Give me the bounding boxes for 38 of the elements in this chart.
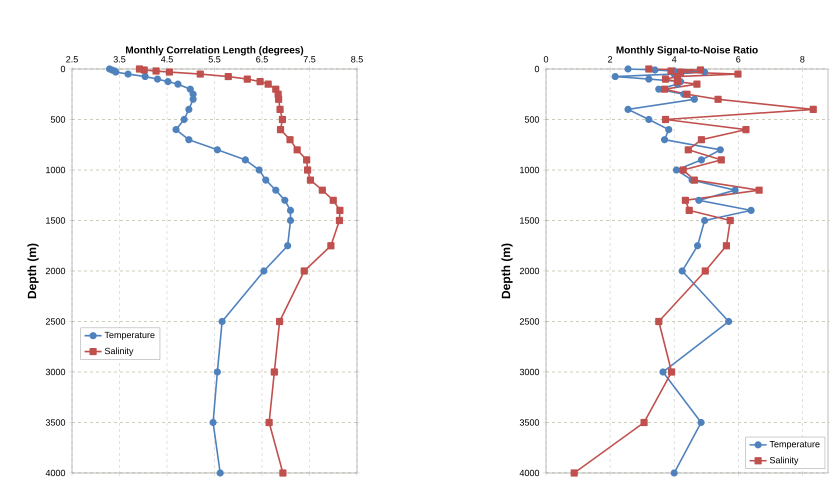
x-tick-label: 6.5 <box>256 56 268 62</box>
legend-label: Salinity <box>770 456 798 466</box>
y-tick-label: 1000 <box>46 166 66 174</box>
chart-title: Monthly Correlation Length (degrees) <box>126 46 304 56</box>
chart-title: Monthly Signal-to-Noise Ratio <box>616 46 758 56</box>
x-tick-label: 4.5 <box>160 56 173 62</box>
y-tick-label: 3500 <box>520 419 540 426</box>
y-tick-label: 0 <box>534 66 540 72</box>
x-tick-label: 2.5 <box>66 56 78 62</box>
y-tick-label: 2500 <box>46 318 66 325</box>
y-tick-label: 4000 <box>46 470 66 476</box>
y-tick-label: 1500 <box>46 217 66 224</box>
y-tick-label: 2500 <box>520 318 540 325</box>
legend-label: Temperature <box>770 441 820 450</box>
y-tick-label: 4000 <box>520 470 540 476</box>
x-tick-label: 7.5 <box>304 56 316 62</box>
x-tick-label: 0 <box>544 56 548 62</box>
x-tick-label: 8.5 <box>351 56 363 62</box>
legend-label: Temperature <box>104 332 155 340</box>
y-tick-label: 2000 <box>520 268 540 274</box>
x-tick-label: 3.5 <box>114 56 126 62</box>
y-tick-label: 0 <box>60 66 66 72</box>
y-tick-label: 2000 <box>46 268 66 274</box>
y-tick-label: 500 <box>524 116 540 123</box>
x-tick-label: 8 <box>800 56 804 62</box>
y-axis-title: Depth (m) <box>27 244 39 298</box>
y-tick-label: 3000 <box>46 368 66 376</box>
y-tick-label: 500 <box>50 116 66 123</box>
y-axis-title: Depth (m) <box>501 244 513 298</box>
y-tick-label: 1000 <box>520 166 540 174</box>
x-tick-label: 5.5 <box>208 56 220 62</box>
x-tick-label: 6 <box>736 56 740 62</box>
legend-label: Salinity <box>104 348 134 356</box>
x-tick-label: 2 <box>608 56 612 62</box>
y-tick-label: 3500 <box>46 419 66 426</box>
y-tick-label: 3000 <box>520 368 540 376</box>
y-tick-label: 1500 <box>520 217 540 224</box>
x-tick-label: 4 <box>672 56 676 62</box>
